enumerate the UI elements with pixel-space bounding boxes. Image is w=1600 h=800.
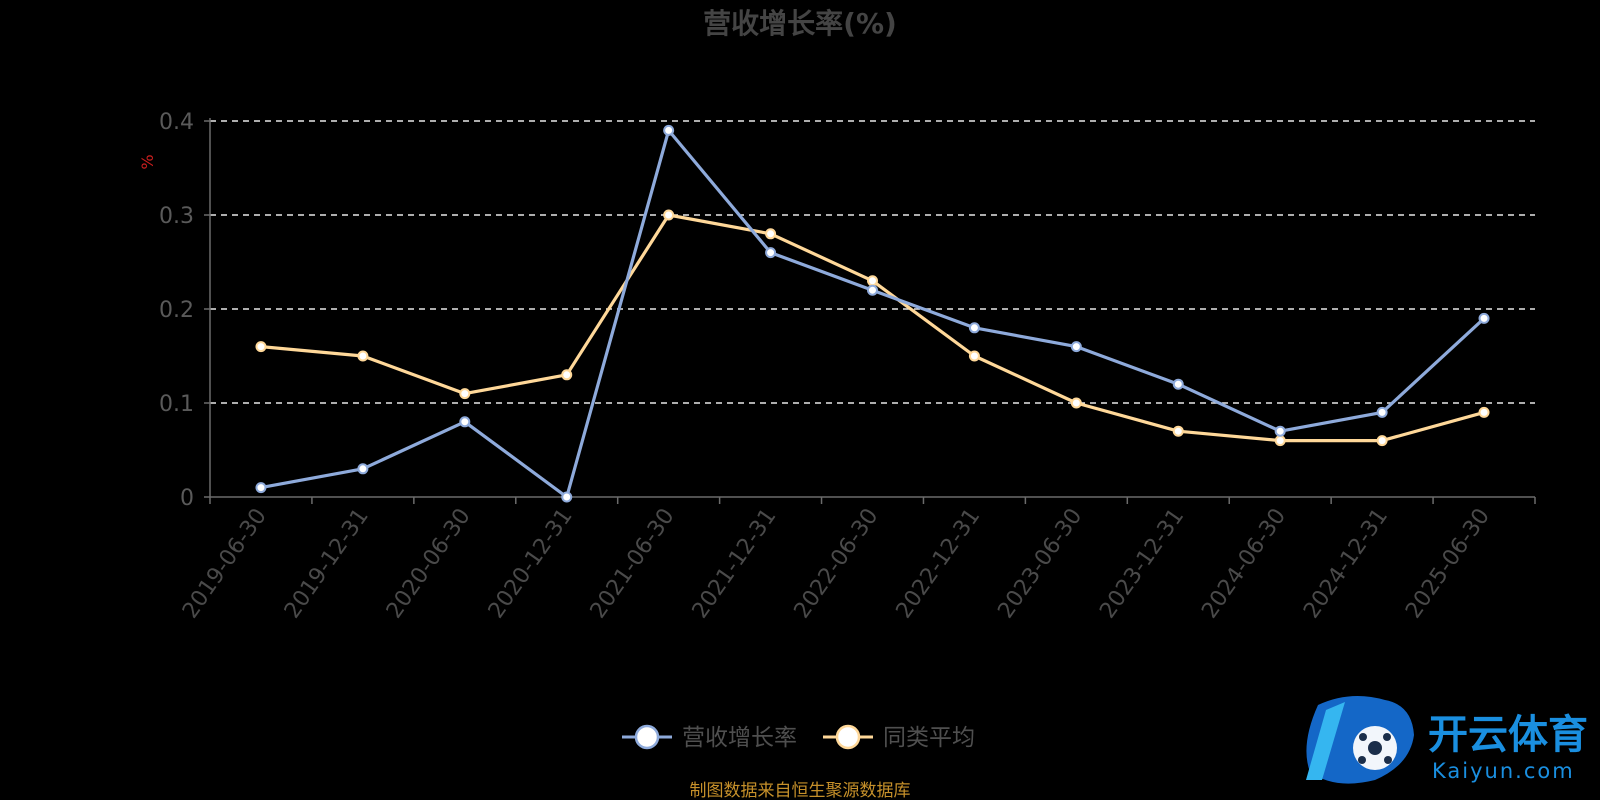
- data-point[interactable]: [968, 350, 980, 362]
- x-tick-label: 2025-06-30: [1401, 504, 1495, 623]
- data-point[interactable]: [1070, 397, 1082, 409]
- source-note: 制图数据来自恒生聚源数据库: [690, 781, 911, 800]
- data-point[interactable]: [1070, 341, 1082, 353]
- data-point[interactable]: [459, 388, 471, 400]
- y-tick-label: 0: [180, 486, 194, 511]
- x-tick-label: 2020-12-31: [484, 504, 578, 623]
- data-point[interactable]: [561, 491, 573, 503]
- legend-swatch-marker: [634, 724, 660, 750]
- y-tick-label: 0.4: [159, 110, 194, 135]
- data-point[interactable]: [357, 350, 369, 362]
- data-point[interactable]: [255, 482, 267, 494]
- x-tick-label: 2021-12-31: [688, 504, 782, 623]
- watermark-logo: 开云体育 Kaiyun.com: [1306, 696, 1588, 784]
- grid-layer: [210, 120, 1535, 404]
- x-tick-label: 2023-06-30: [993, 504, 1087, 623]
- data-point[interactable]: [1274, 435, 1286, 447]
- x-tick-label: 2022-06-30: [790, 504, 884, 623]
- data-point[interactable]: [459, 416, 471, 428]
- data-point[interactable]: [255, 341, 267, 353]
- y-axis-label: %: [138, 154, 157, 169]
- chart-title: 营收增长率(%): [703, 7, 897, 40]
- data-point[interactable]: [1376, 406, 1388, 418]
- data-point[interactable]: [357, 463, 369, 475]
- logo-text-cn: 开云体育: [1428, 712, 1588, 758]
- x-tick-label: 2024-12-31: [1299, 504, 1393, 623]
- x-tick-label: 2024-06-30: [1197, 504, 1291, 623]
- legend-label: 营收增长率: [682, 725, 797, 751]
- logo-text-en: Kaiyun.com: [1432, 759, 1575, 783]
- data-point[interactable]: [867, 284, 878, 296]
- x-tick-label: 2019-06-30: [178, 504, 272, 623]
- x-tick-label: 2022-12-31: [892, 504, 986, 623]
- legend-item[interactable]: 同类平均: [823, 724, 975, 751]
- legend[interactable]: 营收增长率 同类平均: [622, 724, 975, 751]
- y-tick-label: 0.2: [159, 298, 194, 323]
- series-line: [260, 213, 1485, 443]
- y-tick-label: 0.3: [159, 204, 194, 229]
- data-point[interactable]: [867, 275, 878, 287]
- data-point[interactable]: [1478, 312, 1490, 324]
- data-point[interactable]: [1172, 425, 1184, 437]
- data-point[interactable]: [663, 124, 675, 136]
- data-point[interactable]: [1172, 378, 1184, 390]
- logo-icon: [1306, 696, 1414, 784]
- legend-item[interactable]: 营收增长率: [622, 724, 797, 751]
- legend-swatch-marker: [835, 724, 861, 750]
- x-tick-label: 2023-12-31: [1095, 504, 1189, 623]
- data-point[interactable]: [663, 209, 675, 221]
- x-tick-label: 2019-12-31: [280, 504, 374, 623]
- data-point[interactable]: [1478, 406, 1490, 418]
- series-layer: [255, 124, 1490, 503]
- data-point[interactable]: [968, 322, 980, 334]
- y-tick-label: 0.1: [159, 392, 194, 417]
- data-point[interactable]: [1274, 425, 1286, 437]
- data-point[interactable]: [561, 369, 573, 381]
- data-point[interactable]: [765, 228, 777, 240]
- axis-layer: 0 0.1 0.2 0.3 0.4 2019-06-30 2019-12-31 2020-06…: [159, 110, 1536, 623]
- data-point[interactable]: [1376, 435, 1388, 447]
- data-point[interactable]: [765, 247, 777, 259]
- x-tick-label: 2021-06-30: [586, 504, 680, 623]
- x-tick-label: 2020-06-30: [382, 504, 476, 623]
- legend-label: 同类平均: [883, 725, 975, 751]
